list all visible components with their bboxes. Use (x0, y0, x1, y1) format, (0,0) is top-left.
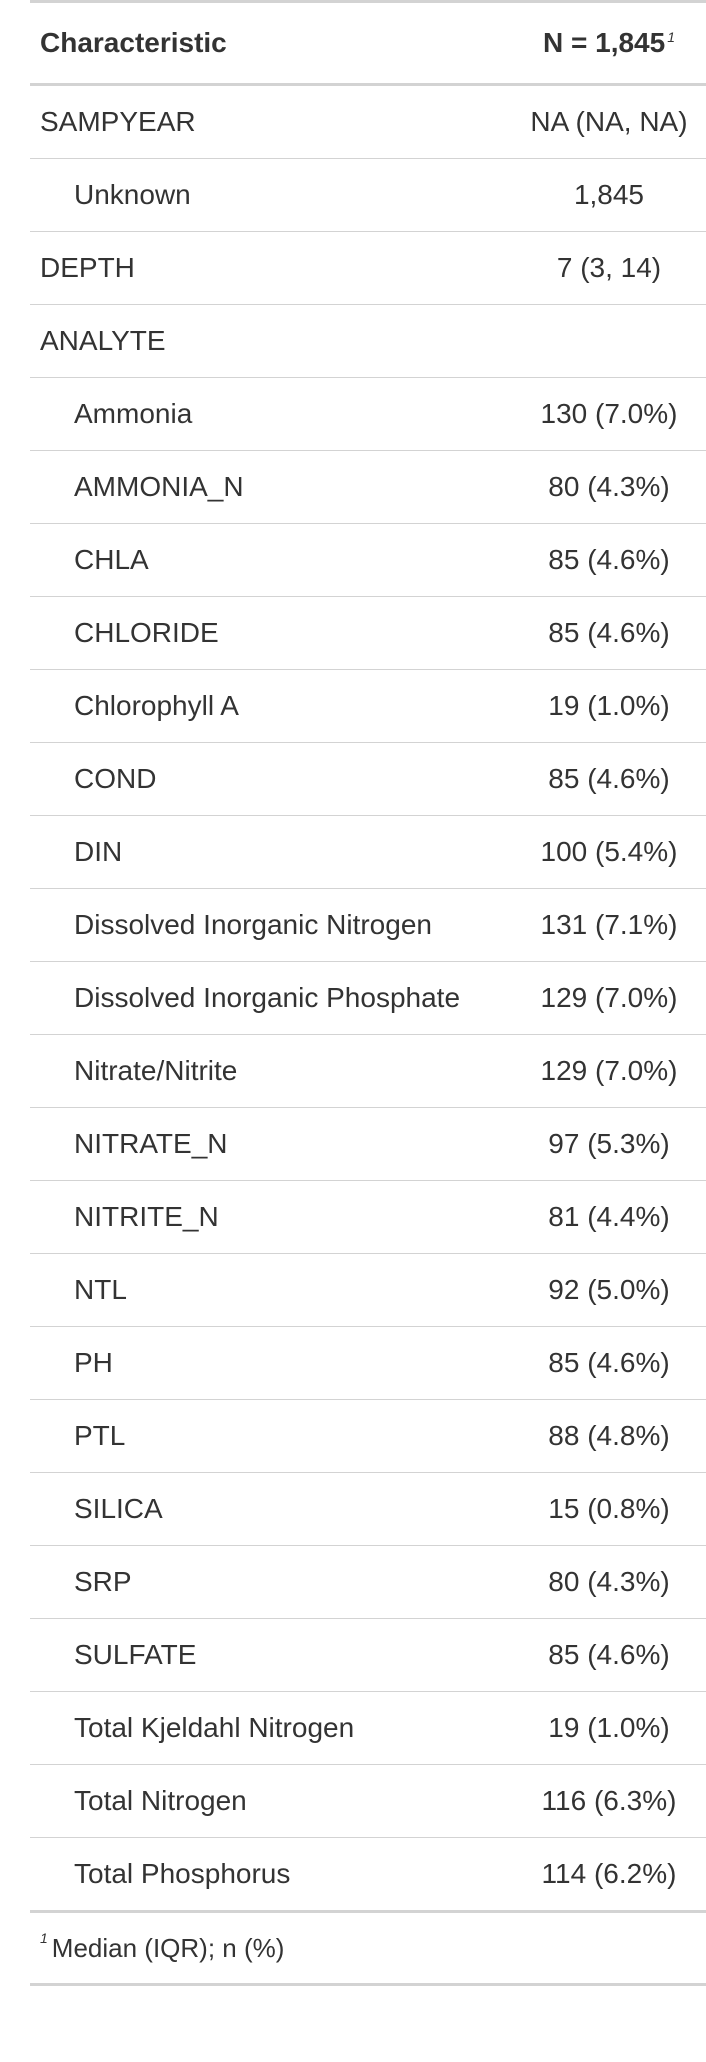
row-label: CHLORIDE (74, 617, 219, 648)
row-label: Total Kjeldahl Nitrogen (74, 1712, 355, 1743)
row-value: 129 (7.0%) (540, 1055, 678, 1086)
table-row: AMMONIA_N 80 (4.3%) (30, 450, 706, 524)
row-value: 19 (1.0%) (548, 690, 670, 721)
table-row: CHLA 85 (4.6%) (30, 523, 706, 597)
table-row: Dissolved Inorganic Nitrogen 131 (7.1%) (30, 888, 706, 962)
characteristic-column-header: Characteristic (30, 2, 512, 85)
row-label: Unknown (74, 179, 191, 210)
table-row: NTL 92 (5.0%) (30, 1253, 706, 1327)
row-label: Total Nitrogen (74, 1785, 247, 1816)
row-label: Ammonia (74, 398, 193, 429)
header-row: Characteristic N = 1,845 1 (30, 1, 706, 85)
table-row: Chlorophyll A 19 (1.0%) (30, 669, 706, 743)
row-label: COND (74, 763, 157, 794)
row-value: NA (NA, NA) (530, 106, 688, 137)
table-row: SAMPYEAR NA (NA, NA) (30, 84, 706, 159)
characteristic-header-label: Characteristic (40, 27, 227, 58)
row-label: Dissolved Inorganic Nitrogen (74, 909, 432, 940)
table-row: ANALYTE (30, 304, 706, 378)
row-value: 116 (6.3%) (541, 1785, 677, 1816)
table-row: DEPTH 7 (3, 14) (30, 231, 706, 305)
table-body: SAMPYEAR NA (NA, NA) Unknown 1,845 DEPTH 7 (3… (30, 84, 706, 1912)
table-row: Total Nitrogen 116 (6.3%) (30, 1764, 706, 1838)
table-header: Characteristic N = 1,845 1 (30, 1, 706, 85)
row-value: 130 (7.0%) (540, 398, 678, 429)
table-row: NITRATE_N 97 (5.3%) (30, 1107, 706, 1181)
row-value: 85 (4.6%) (548, 617, 670, 648)
footnote-text: Median (IQR); n (%) (51, 1932, 285, 1963)
row-value: 131 (7.1%) (540, 909, 678, 940)
n-header-label: N = 1,845 (542, 27, 666, 58)
table-row: Total Kjeldahl Nitrogen 19 (1.0%) (30, 1691, 706, 1765)
table-row: PH 85 (4.6%) (30, 1326, 706, 1400)
table-row: Total Phosphorus 114 (6.2%) (30, 1837, 706, 1912)
row-label: PTL (74, 1420, 126, 1451)
row-value: 85 (4.6%) (548, 1347, 670, 1378)
row-label: AMMONIA_N (74, 471, 244, 502)
table-row: Nitrate/Nitrite 129 (7.0%) (30, 1034, 706, 1108)
table-row: Unknown 1,845 (30, 158, 706, 232)
summary-table-container: Characteristic N = 1,845 1 SAMPYEAR NA (NA… (30, 0, 706, 1986)
footnote-marker: 1 (40, 1930, 48, 1946)
n-column-header: N = 1,845 1 (512, 2, 706, 85)
table-row: PTL 88 (4.8%) (30, 1399, 706, 1473)
row-value: 92 (5.0%) (548, 1274, 670, 1305)
row-value: 80 (4.3%) (548, 471, 670, 502)
row-value (512, 305, 706, 378)
row-label: SAMPYEAR (40, 106, 196, 137)
row-label: DEPTH (40, 252, 135, 283)
row-value: 81 (4.4%) (548, 1201, 670, 1232)
row-label: Chlorophyll A (74, 690, 239, 721)
row-label: NITRITE_N (74, 1201, 219, 1232)
row-label: SILICA (74, 1493, 163, 1524)
row-label: SULFATE (74, 1639, 197, 1670)
row-value: 7 (3, 14) (556, 252, 662, 283)
summary-table: Characteristic N = 1,845 1 SAMPYEAR NA (NA… (30, 0, 706, 1913)
row-label: Total Phosphorus (74, 1858, 291, 1889)
row-label: PH (74, 1347, 113, 1378)
table-row: DIN 100 (5.4%) (30, 815, 706, 889)
row-label: ANALYTE (40, 325, 166, 356)
table-row: Dissolved Inorganic Phosphate 129 (7.0%) (30, 961, 706, 1035)
row-value: 19 (1.0%) (548, 1712, 670, 1743)
row-value: 88 (4.8%) (548, 1420, 670, 1451)
row-value: 100 (5.4%) (540, 836, 678, 867)
row-value: 85 (4.6%) (548, 763, 670, 794)
table-row: Ammonia 130 (7.0%) (30, 377, 706, 451)
table-row: SILICA 15 (0.8%) (30, 1472, 706, 1546)
n-footnote-marker: 1 (667, 28, 675, 45)
row-label: Nitrate/Nitrite (74, 1055, 238, 1086)
row-value: 114 (6.2%) (541, 1858, 677, 1889)
row-label: SRP (74, 1566, 132, 1597)
row-label: CHLA (74, 544, 149, 575)
table-footnote: 1 Median (IQR); n (%) (30, 1913, 706, 1986)
row-value: 1,845 (573, 179, 645, 210)
row-value: 15 (0.8%) (548, 1493, 670, 1524)
row-value: 85 (4.6%) (548, 544, 670, 575)
table-row: SRP 80 (4.3%) (30, 1545, 706, 1619)
row-label: NITRATE_N (74, 1128, 228, 1159)
table-row: SULFATE 85 (4.6%) (30, 1618, 706, 1692)
table-row: CHLORIDE 85 (4.6%) (30, 596, 706, 670)
row-label: DIN (74, 836, 123, 867)
row-label: NTL (74, 1274, 127, 1305)
row-value: 85 (4.6%) (548, 1639, 670, 1670)
table-row: NITRITE_N 81 (4.4%) (30, 1180, 706, 1254)
row-value: 129 (7.0%) (540, 982, 678, 1013)
table-row: COND 85 (4.6%) (30, 742, 706, 816)
row-label: Dissolved Inorganic Phosphate (74, 982, 461, 1013)
row-value: 97 (5.3%) (548, 1128, 670, 1159)
row-value: 80 (4.3%) (548, 1566, 670, 1597)
